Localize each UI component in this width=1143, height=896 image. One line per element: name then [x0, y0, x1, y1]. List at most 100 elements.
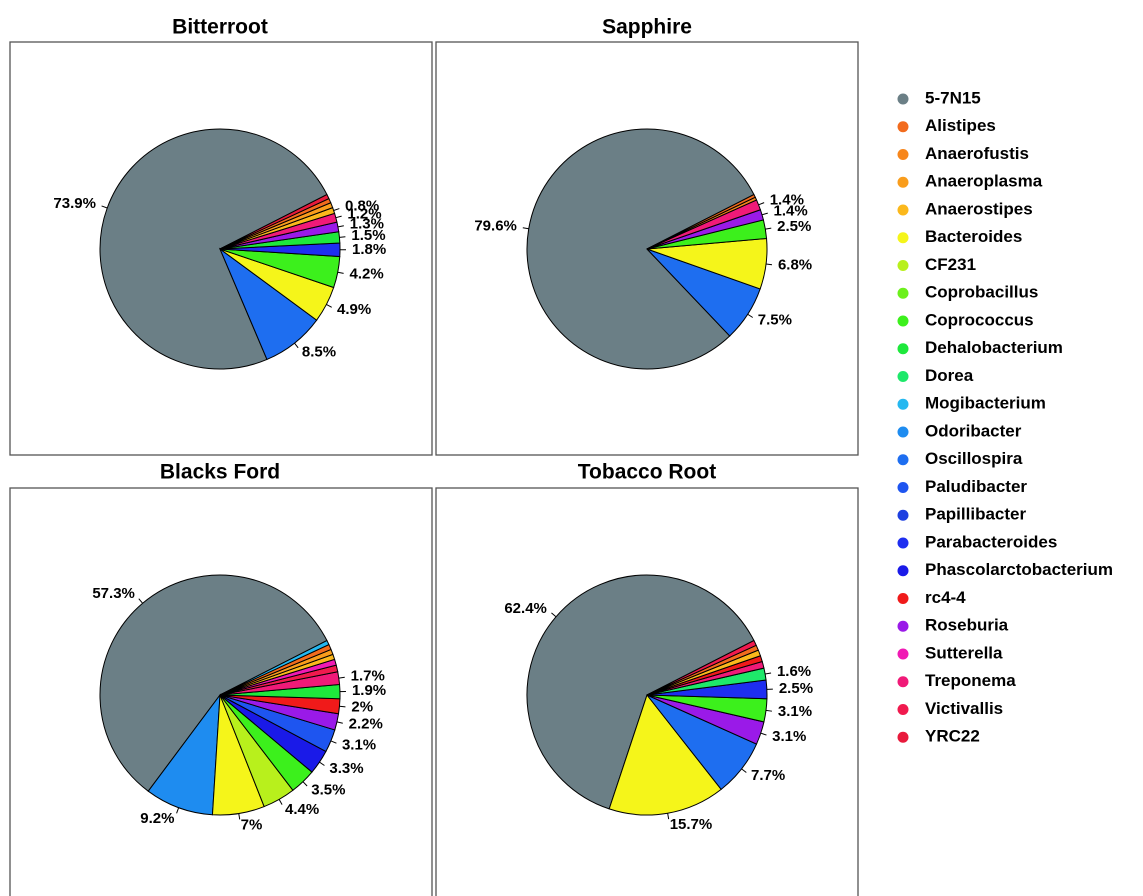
legend-marker	[897, 537, 909, 549]
label-leader	[765, 263, 773, 266]
legend-marker	[897, 426, 909, 438]
legend-label: 5-7N15	[925, 88, 981, 107]
legend-label: Dehalobacterium	[925, 338, 1063, 357]
slice-label: 2.5%	[779, 680, 813, 697]
label-leader	[278, 799, 283, 805]
label-leader	[138, 598, 144, 604]
slice-label: 0.8%	[345, 198, 379, 215]
label-leader	[747, 313, 754, 318]
panel-frame	[435, 487, 859, 896]
panel-frame	[9, 487, 433, 896]
legend-marker	[897, 565, 909, 577]
label-leader	[551, 612, 557, 618]
legend-label: Parabacteroides	[925, 532, 1057, 551]
legend-marker	[897, 398, 909, 410]
legend-label: Anaerofustis	[925, 144, 1029, 163]
legend-marker	[897, 620, 909, 632]
pie-slice	[526, 574, 755, 810]
label-leader	[326, 304, 332, 308]
slice-label: 1.6%	[777, 663, 811, 680]
legend-label: rc4-4	[925, 588, 966, 607]
slice-label: 2.5%	[777, 218, 811, 235]
pie-slice	[646, 193, 756, 250]
pie-slice	[608, 693, 722, 816]
panel-frame	[9, 41, 433, 456]
slice-label: 4.4%	[285, 801, 319, 818]
legend-marker	[897, 454, 909, 466]
legend-marker	[897, 121, 909, 133]
legend-label: Dorea	[925, 366, 974, 385]
label-leader	[336, 721, 343, 724]
legend-label: YRC22	[925, 727, 980, 746]
label-leader	[333, 208, 340, 211]
legend-marker	[897, 176, 909, 188]
label-leader	[338, 676, 345, 679]
legend-marker	[897, 315, 909, 327]
slice-label: 1.7%	[351, 667, 385, 684]
legend-label: Odoribacter	[925, 421, 1022, 440]
slice-label: 8.5%	[302, 344, 336, 361]
legend-label: Coprobacillus	[925, 283, 1038, 302]
label-leader	[761, 212, 768, 216]
slice-label: 2%	[351, 698, 373, 715]
slice-label: 57.3%	[92, 585, 135, 602]
slice-label: 4.2%	[350, 266, 384, 283]
legend-marker	[897, 648, 909, 660]
legend-marker	[897, 93, 909, 105]
pie-slice	[219, 193, 330, 250]
label-leader	[238, 813, 241, 820]
legend-label: Anaeroplasma	[925, 172, 1043, 191]
legend-label: Phascolarctobacterium	[925, 560, 1113, 579]
label-leader	[765, 672, 772, 675]
legend-label: Papillibacter	[925, 505, 1026, 524]
slice-label: 4.9%	[337, 301, 371, 318]
legend-marker	[897, 509, 909, 521]
chart-title: Bitterroot	[172, 16, 268, 39]
label-leader	[339, 236, 346, 238]
slice-label: 1.2%	[347, 206, 381, 223]
label-leader	[319, 761, 325, 766]
legend-label: Oscillospira	[925, 449, 1023, 468]
legend-label: Roseburia	[925, 616, 1009, 635]
label-leader	[760, 732, 767, 736]
legend-label: Alistipes	[925, 116, 996, 135]
slice-label: 3.1%	[342, 736, 376, 753]
legend-label: Victivallis	[925, 699, 1003, 718]
label-leader	[101, 205, 108, 209]
legend-marker	[897, 593, 909, 604]
slice-label: 2.2%	[349, 716, 383, 733]
legend-marker	[897, 371, 909, 382]
slice-label: 9.2%	[140, 810, 174, 827]
slice-label: 1.4%	[770, 191, 804, 208]
label-leader	[302, 781, 308, 787]
legend-marker	[897, 731, 909, 743]
pie-slice	[646, 639, 757, 696]
legend-label: Bacteroides	[925, 227, 1022, 246]
legend-label: Paludibacter	[925, 477, 1027, 496]
slice-label: 1.3%	[350, 216, 384, 233]
panel-frame	[435, 41, 859, 456]
legend-marker	[897, 287, 909, 299]
label-leader	[339, 705, 346, 708]
label-leader	[330, 740, 337, 744]
pie-slice	[99, 574, 328, 792]
pie-slice	[219, 639, 330, 696]
legend-label: CF231	[925, 255, 976, 274]
slice-label: 7.7%	[751, 767, 785, 784]
label-leader	[294, 342, 299, 349]
chart-title: Blacks Ford	[160, 461, 280, 484]
label-leader	[765, 709, 773, 712]
slice-label: 7%	[241, 816, 263, 833]
label-leader	[337, 225, 344, 228]
label-leader	[176, 807, 180, 814]
legend-label: Treponema	[925, 671, 1016, 690]
slice-label: 1.4%	[774, 202, 808, 219]
legend-label: Mogibacterium	[925, 394, 1046, 413]
slice-label: 73.9%	[53, 195, 96, 212]
slice-label: 3.1%	[772, 728, 806, 745]
slice-label: 6.8%	[778, 257, 812, 274]
slice-label: 1.8%	[352, 241, 386, 258]
slice-label: 1.9%	[352, 682, 386, 699]
label-leader	[522, 227, 529, 230]
